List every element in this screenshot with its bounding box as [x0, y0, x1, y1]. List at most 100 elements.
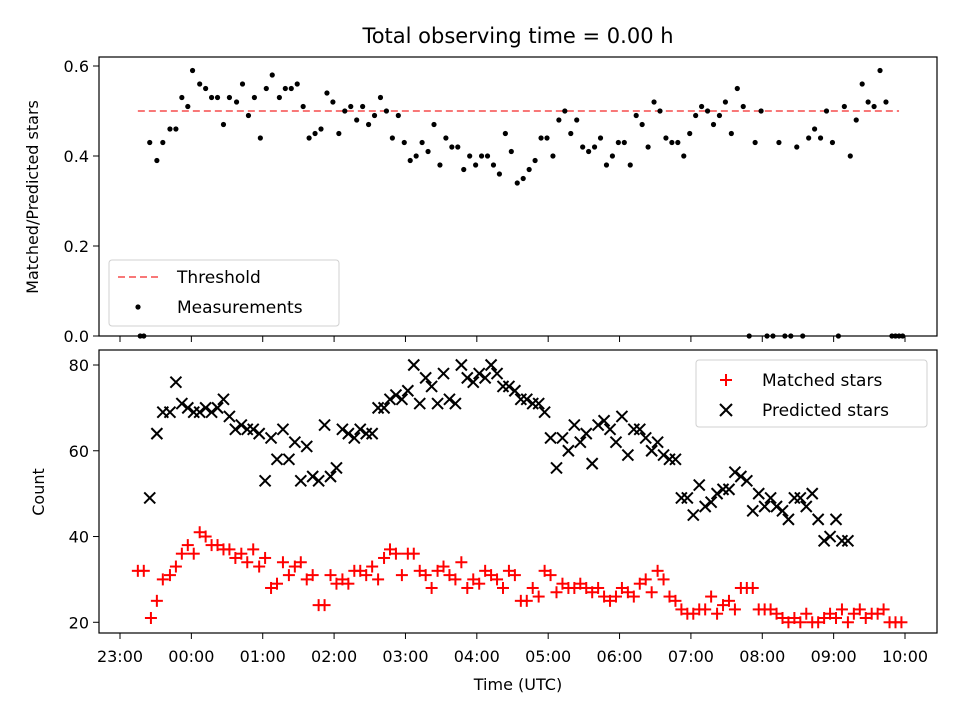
measurement-point	[208, 94, 215, 101]
matched-star-point	[389, 547, 402, 560]
measurement-point	[580, 144, 586, 150]
bottom-x-ticks: 23:00 00:00 01:00 02:00 03:00 04:00 05:00 06:00…	[97, 633, 928, 666]
measurement-point	[226, 94, 233, 101]
x-tick-label: 23:00	[97, 647, 143, 666]
measurement-point	[419, 139, 425, 146]
predicted-star-point	[770, 500, 783, 513]
matched-star-point	[366, 560, 379, 573]
matched-legend-label: Matched stars	[762, 371, 882, 391]
measurement-point	[544, 135, 550, 141]
matched-star-point	[181, 539, 194, 552]
predicted-star-point	[223, 410, 236, 423]
measurement-point	[300, 103, 306, 110]
predicted-star-point	[276, 423, 290, 436]
matched-star-point	[835, 603, 848, 616]
matched-legend-swatch	[720, 374, 732, 386]
matched-star-point	[241, 556, 254, 569]
predicted-star-point	[241, 423, 254, 436]
measurement-point	[377, 94, 384, 101]
top-y-tick-label: 0.2	[64, 237, 89, 256]
predicted-star-point	[687, 508, 700, 522]
measurement-point	[189, 67, 196, 74]
measurement-point	[699, 103, 705, 110]
predicted-star-point	[764, 491, 777, 505]
measurement-point	[633, 112, 639, 119]
measurement-point	[859, 81, 865, 87]
predicted-star-point	[258, 474, 272, 487]
measurement-point	[597, 135, 604, 141]
measurement-point	[478, 153, 485, 159]
x-tick-label: 01:00	[240, 647, 286, 666]
matched-star-point	[318, 599, 331, 612]
predicted-star-point	[722, 483, 736, 496]
measurement-point	[710, 121, 717, 128]
matched-star-point	[800, 607, 813, 620]
predicted-star-point	[496, 380, 510, 393]
measurement-point	[371, 112, 378, 119]
predicted-star-point	[574, 435, 587, 449]
measurement-point	[817, 135, 824, 141]
x-tick-label: 05:00	[525, 647, 571, 666]
predicted-star-point	[175, 397, 189, 410]
predicted-star-point	[199, 401, 212, 415]
matched-star-point	[199, 530, 212, 543]
matched-star-point	[895, 616, 908, 629]
predicted-star-point	[675, 491, 688, 505]
measurement-point	[401, 139, 407, 146]
measurement-point	[877, 67, 883, 74]
measurement-point	[365, 121, 372, 128]
measurement-point	[556, 117, 562, 123]
measurement-point	[681, 153, 687, 159]
predicted-star-point	[502, 380, 516, 393]
matched-star-point	[544, 569, 557, 582]
predicted-star-point	[550, 461, 563, 475]
predicted-star-point	[597, 414, 611, 427]
predicted-star-point	[585, 457, 599, 470]
x-tick-label: 09:00	[811, 647, 857, 666]
measurement-point	[716, 112, 723, 119]
matched-star-point	[722, 594, 735, 607]
predicted-star-point	[449, 397, 462, 410]
predicted-star-point	[562, 444, 575, 457]
measurement-point	[389, 135, 395, 141]
predicted-star-point	[431, 397, 444, 410]
top-y-tick-label: 0.6	[64, 57, 89, 76]
matched-star-point	[669, 594, 682, 607]
measurement-point	[823, 108, 830, 114]
predicted-star-point	[645, 444, 658, 457]
matched-star-point	[163, 569, 176, 582]
bottom-y-tick-label: 20	[69, 613, 89, 632]
matched-star-point	[508, 569, 521, 582]
measurement-point	[758, 108, 764, 114]
measurement-point	[609, 153, 616, 159]
measurement-point	[185, 103, 191, 110]
predicted-star-point	[681, 491, 694, 505]
measurement-point	[645, 144, 651, 150]
measurement-point	[591, 144, 598, 150]
predicted-star-point	[143, 491, 156, 505]
predicted-star-point	[651, 435, 664, 449]
x-tick-label: 08:00	[739, 647, 785, 666]
predicted-star-point	[817, 534, 831, 548]
measurement-point	[282, 85, 288, 92]
x-tick-label: 04:00	[454, 647, 500, 666]
predicted-star-point	[425, 380, 438, 393]
measurement-point	[639, 121, 645, 128]
matched-star-point	[532, 590, 545, 603]
matched-star-point	[259, 551, 272, 564]
measurement-point	[449, 144, 455, 150]
predicted-star-point	[282, 453, 296, 466]
bottom-y-tick-label: 80	[69, 356, 89, 375]
matched-star-point	[407, 547, 420, 560]
predicted-star-point	[556, 431, 569, 445]
top-legend: Threshold Measurements	[108, 259, 340, 327]
predicted-star-point	[324, 470, 337, 483]
measurement-point	[461, 166, 467, 173]
predicted-star-point	[181, 401, 195, 415]
x-tick-label: 07:00	[668, 647, 714, 666]
measurement-point	[276, 94, 282, 101]
measurement-point	[294, 81, 300, 87]
matched-star-point	[627, 590, 640, 603]
measurement-point	[740, 103, 746, 110]
matched-star-point	[645, 586, 658, 599]
